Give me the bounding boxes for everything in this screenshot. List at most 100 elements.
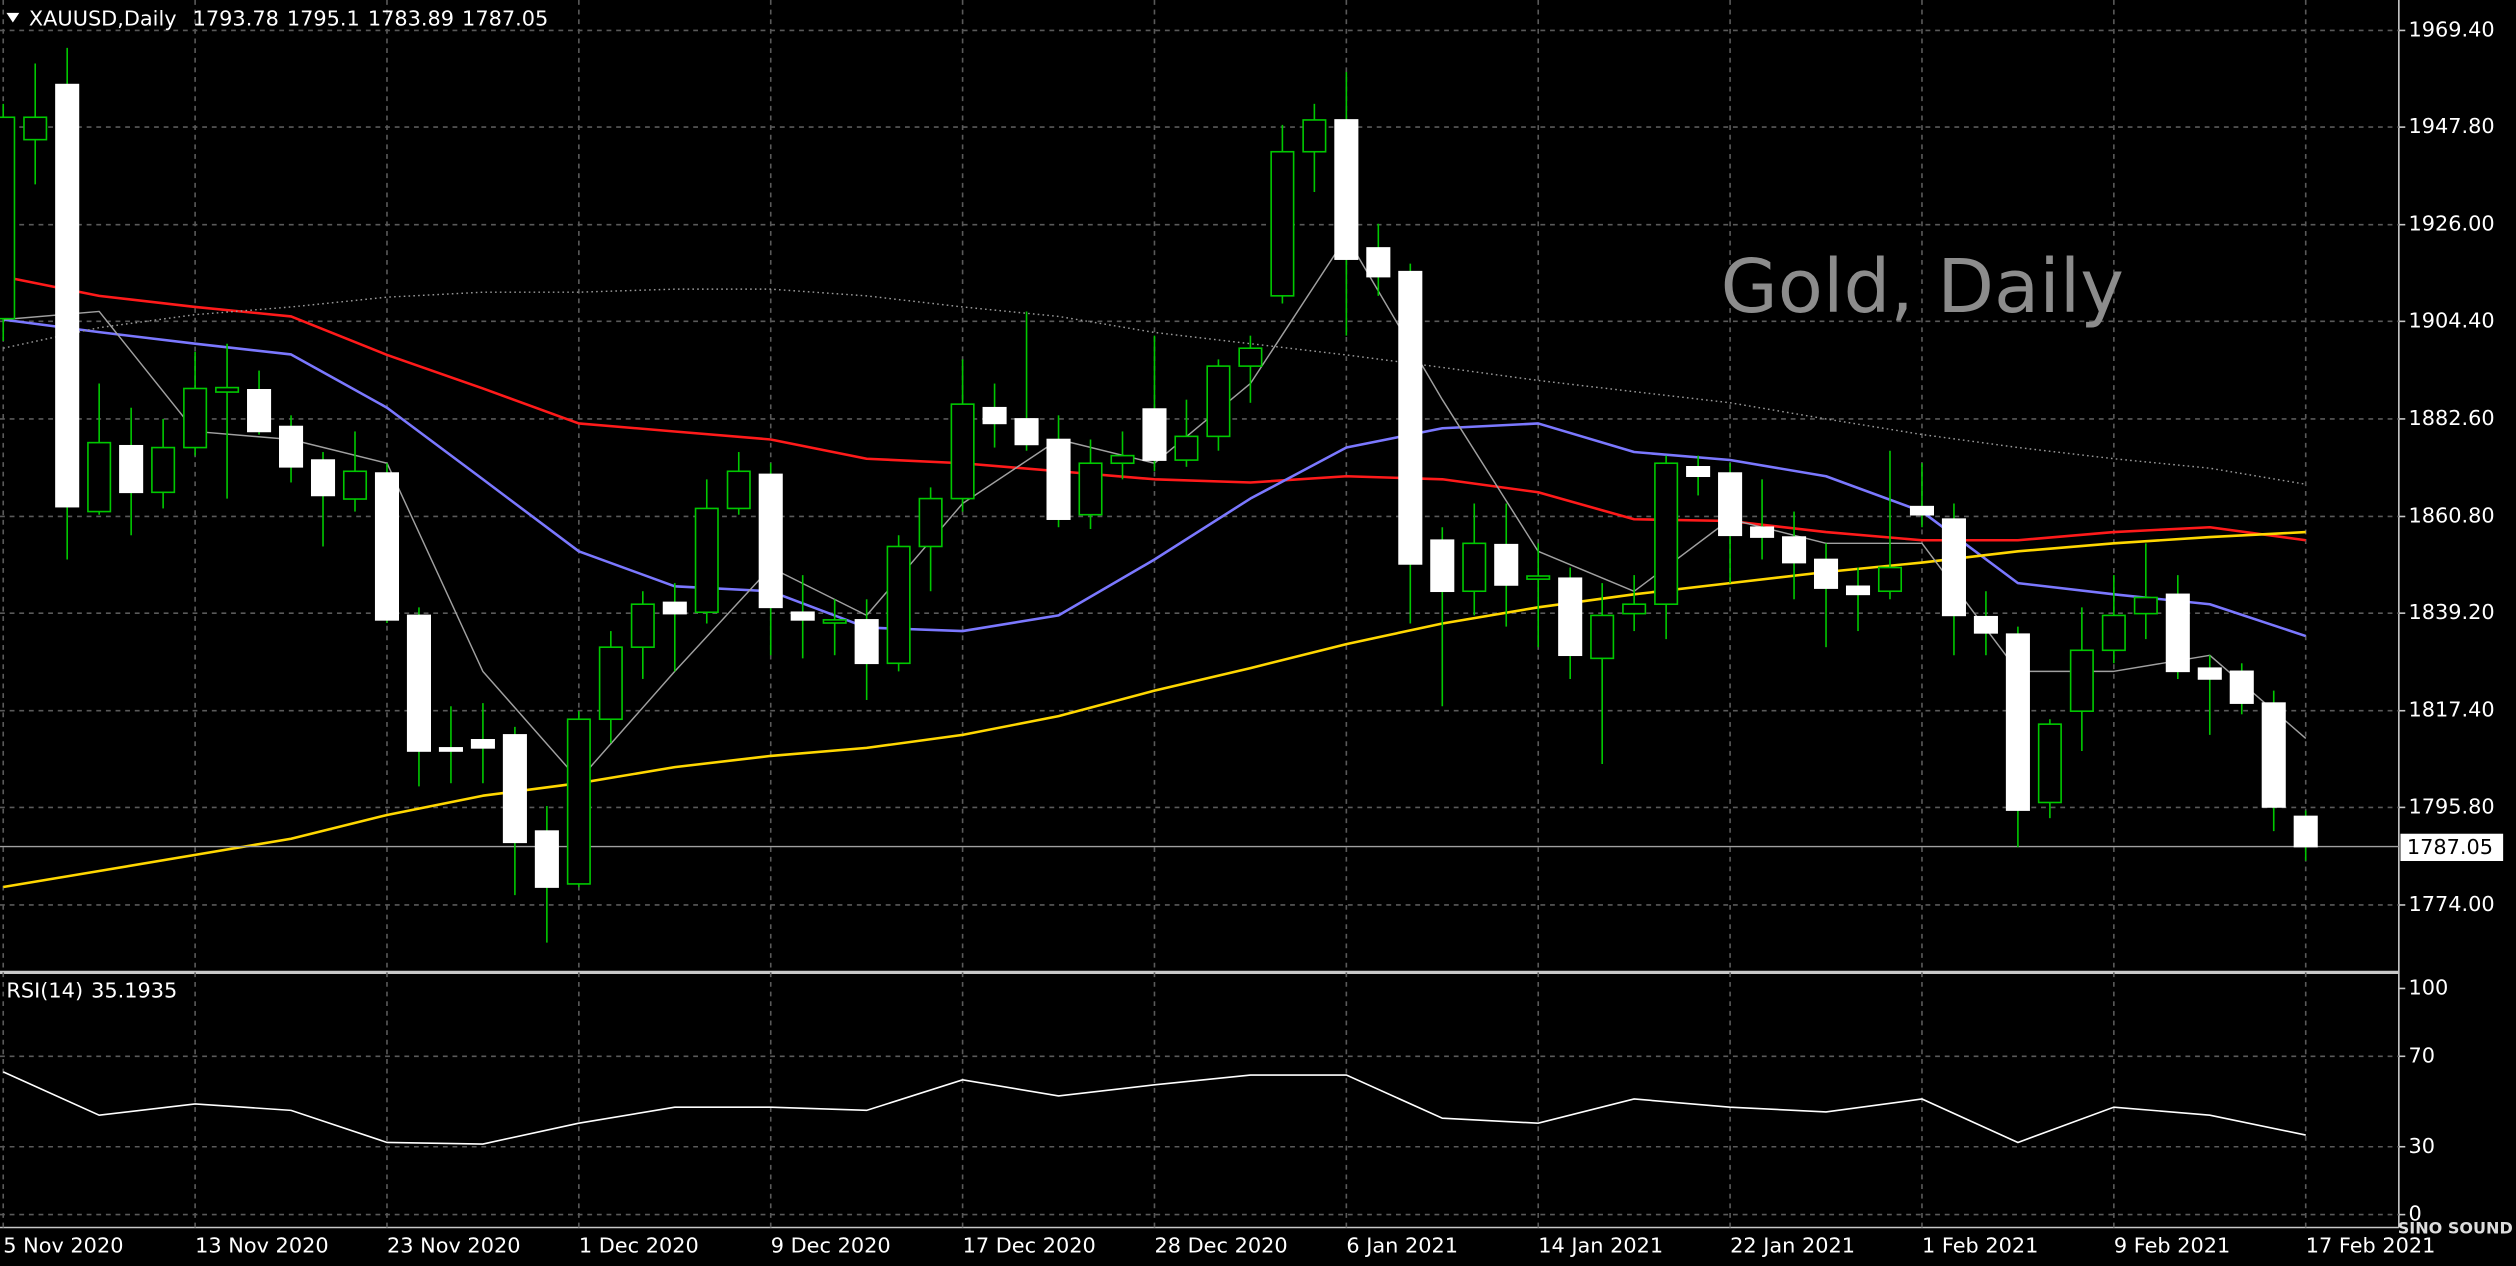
- candle-body: [1973, 615, 1998, 634]
- candle-body: [183, 387, 208, 449]
- x-tick-label: 9 Dec 2020: [771, 1234, 891, 1258]
- candle-body: [758, 473, 783, 609]
- y-tick-label: 1947.80: [2408, 114, 2494, 138]
- candle-body: [662, 601, 687, 615]
- candle-body: [2165, 593, 2190, 673]
- watermark: SINO SOUND: [2398, 1219, 2513, 1238]
- header-value: 1793.78: [193, 6, 279, 30]
- candle-body: [726, 470, 751, 510]
- candle-body: [1813, 558, 1839, 589]
- candle-body: [1462, 542, 1487, 593]
- candle-body: [1270, 150, 1295, 297]
- candle-body: [1845, 585, 1871, 596]
- candle-body: [2229, 670, 2254, 704]
- y-tick-label: 1904.40: [2408, 308, 2494, 332]
- candle-body: [1046, 438, 1071, 520]
- y-tick-label: 70: [2408, 1043, 2435, 1067]
- candle-body: [1174, 435, 1199, 461]
- candle-body: [1877, 566, 1903, 593]
- candle-body: [1142, 408, 1167, 461]
- candle-body: [1718, 472, 1743, 537]
- candle-body: [2101, 614, 2126, 652]
- candle-body: [1750, 526, 1775, 538]
- candle-body: [1686, 466, 1711, 478]
- candle-body: [1654, 462, 1679, 606]
- candle-body: [918, 497, 943, 548]
- candle-body: [1078, 462, 1103, 516]
- candle-body: [247, 389, 272, 433]
- candle-body: [822, 619, 847, 624]
- candle-body: [1206, 365, 1231, 438]
- chart-header: XAUUSD,Daily 1793.78 1795.1 1783.89 1787.05: [29, 6, 548, 30]
- candle-body: [982, 406, 1007, 425]
- candle-body: [2261, 702, 2286, 808]
- candle-body: [2293, 815, 2318, 848]
- y-tick-label: 1969.40: [2408, 17, 2494, 41]
- y-tick-label: 1882.60: [2408, 406, 2494, 430]
- candle-body: [502, 734, 527, 844]
- x-tick-label: 13 Nov 2020: [195, 1234, 329, 1258]
- rsi-header-part: 35.1935: [91, 979, 177, 1003]
- candle-body: [630, 603, 655, 648]
- candle-body: [1494, 543, 1519, 586]
- candle-body: [1110, 454, 1135, 465]
- candle-body: [1558, 577, 1583, 657]
- candle-body: [151, 446, 176, 494]
- y-tick-label: 1774.00: [2408, 892, 2494, 916]
- candle-body: [55, 83, 80, 508]
- candle-body: [374, 472, 400, 621]
- y-tick-label: 30: [2408, 1134, 2435, 1158]
- y-tick-label: 1817.40: [2408, 698, 2494, 722]
- candle-body: [1238, 347, 1263, 367]
- menu-triangle[interactable]: [6, 12, 20, 23]
- header-value: 1795.1: [287, 6, 360, 30]
- y-tick-label: 1860.80: [2408, 503, 2494, 527]
- y-tick-label: 100: [2408, 975, 2448, 999]
- x-tick-label: 23 Nov 2020: [387, 1234, 521, 1258]
- y-tick-label: 0: [2408, 1202, 2421, 1226]
- x-tick-label: 28 Dec 2020: [1154, 1234, 1287, 1258]
- candle-body: [310, 459, 336, 497]
- x-tick-label: 17 Dec 2020: [963, 1234, 1096, 1258]
- candle-body: [279, 425, 304, 468]
- candle-body: [2037, 723, 2062, 804]
- candle-body: [2069, 649, 2094, 712]
- candle-body: [1622, 603, 1647, 615]
- moving-average: [3, 530, 2306, 889]
- y-tick-label: 1795.80: [2408, 794, 2494, 818]
- candle-body: [87, 441, 112, 513]
- candle-body: [566, 718, 591, 885]
- last-price-box: [2400, 833, 2504, 862]
- candle-body: [790, 611, 815, 621]
- x-tick-label: 14 Jan 2021: [1538, 1234, 1663, 1258]
- candle-body: [2197, 667, 2222, 680]
- candle-body: [342, 470, 368, 500]
- candle-body: [1782, 536, 1807, 564]
- moving-average: [2, 275, 2306, 542]
- rsi-line: [2, 1071, 2306, 1145]
- candle-body: [470, 739, 495, 749]
- x-tick-label: 1 Feb 2021: [1922, 1234, 2038, 1258]
- candle-body: [1590, 614, 1615, 660]
- candle-body: [1014, 418, 1039, 446]
- x-tick-label: 5 Nov 2020: [3, 1234, 123, 1258]
- candle-body: [1526, 575, 1551, 580]
- candle-body: [854, 619, 879, 665]
- rsi-header-part: RSI(14): [6, 979, 83, 1003]
- candle-body: [1398, 270, 1423, 565]
- candle-body: [1334, 119, 1359, 260]
- candle-body: [2133, 596, 2158, 615]
- candle-body: [119, 444, 144, 494]
- x-tick-label: 6 Jan 2021: [1346, 1234, 1458, 1258]
- x-tick-label: 17 Feb 2021: [2306, 1234, 2436, 1258]
- y-tick-label: 1926.00: [2408, 212, 2494, 236]
- x-tick-label: 9 Feb 2021: [2114, 1234, 2230, 1258]
- candle-body: [23, 116, 48, 141]
- candle-body: [2005, 633, 2030, 811]
- header-value: 1787.05: [462, 6, 548, 30]
- candle-body: [950, 403, 975, 500]
- candle-body: [1941, 518, 1966, 617]
- y-tick-label: 1839.20: [2408, 600, 2494, 624]
- candle-body: [1909, 505, 1935, 516]
